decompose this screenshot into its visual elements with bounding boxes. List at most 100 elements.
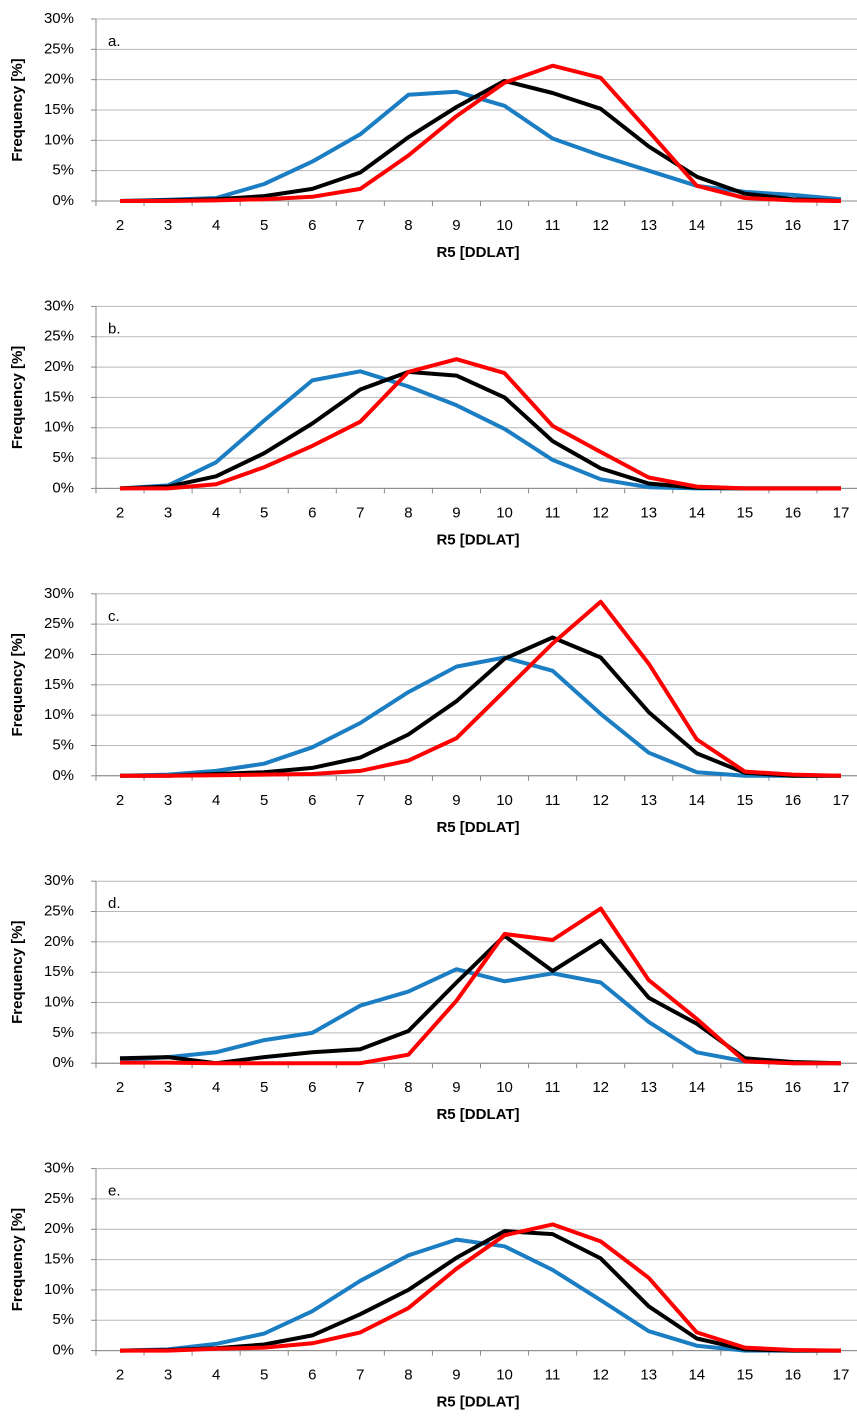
x-tick-label: 14 (688, 792, 705, 809)
x-tick-label: 3 (164, 1079, 172, 1096)
x-tick-label: 8 (404, 217, 412, 234)
panel-label: d. (108, 895, 121, 912)
x-tick-label: 11 (545, 504, 561, 521)
x-tick-label: 16 (785, 217, 802, 234)
y-axis-title: Frequency [%] (9, 1208, 26, 1311)
x-tick-label: 14 (688, 1367, 705, 1384)
y-tick-label: 30% (44, 297, 74, 314)
x-tick-label: 10 (496, 504, 513, 521)
x-tick-label: 8 (404, 1367, 412, 1384)
y-tick-label: 15% (44, 388, 74, 405)
x-tick-label: 17 (833, 1367, 850, 1384)
series-line (119, 89, 842, 203)
x-tick-label: 16 (785, 792, 802, 809)
x-tick-label: 9 (452, 792, 460, 809)
y-tick-label: 5% (52, 736, 74, 753)
y-tick-label: 30% (44, 872, 74, 889)
panel-label: c. (108, 608, 120, 625)
series-line (120, 63, 842, 203)
y-axis-title: Frequency [%] (9, 346, 26, 449)
x-tick-label: 2 (116, 504, 124, 521)
x-tick-label: 2 (116, 217, 124, 234)
y-tick-label: 20% (44, 358, 74, 375)
series-line (119, 369, 841, 491)
x-tick-label: 14 (688, 504, 705, 521)
y-axis-title: Frequency [%] (9, 58, 26, 161)
x-tick-label: 10 (496, 217, 513, 234)
y-axis-title: Frequency [%] (9, 633, 26, 736)
panel-label: b. (108, 320, 121, 337)
x-tick-label: 8 (404, 504, 412, 521)
x-tick-label: 11 (545, 792, 561, 809)
x-tick-label: 7 (356, 1079, 364, 1096)
y-tick-label: 20% (44, 645, 74, 662)
x-tick-label: 6 (308, 504, 316, 521)
x-tick-label: 15 (737, 1079, 754, 1096)
x-tick-label: 2 (116, 792, 124, 809)
x-tick-label: 13 (640, 504, 657, 521)
x-tick-label: 9 (452, 504, 460, 521)
x-tick-label: 5 (260, 217, 268, 234)
x-axis-title: R5 [DDLAT] (436, 531, 519, 548)
series-line (119, 78, 842, 203)
x-tick-label: 6 (308, 1079, 316, 1096)
x-tick-label: 15 (737, 504, 754, 521)
series-line (120, 906, 841, 1066)
x-axis-title: R5 [DDLAT] (436, 1394, 519, 1411)
x-tick-label: 11 (545, 217, 561, 234)
y-tick-label: 25% (44, 615, 74, 632)
y-tick-label: 20% (44, 71, 74, 88)
y-tick-label: 5% (52, 449, 74, 466)
x-tick-label: 4 (212, 217, 220, 234)
x-tick-label: 10 (496, 792, 513, 809)
y-tick-label: 0% (52, 192, 74, 209)
x-tick-label: 4 (212, 1367, 220, 1384)
x-tick-label: 5 (260, 1367, 268, 1384)
y-tick-label: 20% (44, 933, 74, 950)
y-axis-title: Frequency [%] (9, 921, 26, 1024)
y-tick-label: 5% (52, 1311, 74, 1328)
x-tick-label: 12 (592, 217, 609, 234)
y-tick-label: 25% (44, 1190, 74, 1207)
x-tick-label: 17 (833, 504, 850, 521)
series-line (120, 1222, 842, 1353)
x-tick-label: 9 (452, 1367, 460, 1384)
series-line (119, 655, 841, 778)
x-axis-title: R5 [DDLAT] (436, 1106, 519, 1123)
x-tick-label: 6 (308, 217, 316, 234)
x-tick-label: 16 (785, 504, 802, 521)
x-tick-label: 17 (833, 1079, 850, 1096)
x-tick-label: 3 (164, 504, 172, 521)
x-tick-label: 13 (640, 1367, 657, 1384)
x-tick-label: 6 (308, 1367, 316, 1384)
x-tick-label: 8 (404, 1079, 412, 1096)
series-line (120, 635, 841, 778)
x-tick-label: 13 (640, 217, 657, 234)
x-tick-label: 7 (356, 792, 364, 809)
x-tick-label: 5 (260, 504, 268, 521)
y-tick-label: 20% (44, 1220, 74, 1237)
series-line (120, 599, 842, 778)
x-axis-title: R5 [DDLAT] (436, 819, 519, 836)
y-tick-label: 25% (44, 328, 74, 345)
y-tick-label: 30% (44, 1160, 74, 1177)
x-tick-label: 12 (592, 1367, 609, 1384)
panel-label: a. (108, 33, 121, 50)
x-tick-label: 16 (785, 1367, 802, 1384)
series-line (119, 967, 841, 1066)
x-tick-label: 12 (592, 792, 609, 809)
x-tick-label: 9 (452, 1079, 460, 1096)
x-tick-label: 4 (212, 1079, 220, 1096)
x-tick-label: 6 (308, 792, 316, 809)
x-tick-label: 5 (260, 1079, 268, 1096)
y-tick-label: 0% (52, 767, 74, 784)
y-tick-label: 25% (44, 903, 74, 920)
x-tick-label: 7 (356, 504, 364, 521)
series-line (119, 933, 842, 1066)
x-tick-label: 10 (496, 1367, 513, 1384)
x-tick-label: 7 (356, 217, 364, 234)
panel-label: e. (108, 1183, 121, 1200)
y-tick-label: 5% (52, 162, 74, 179)
y-tick-label: 25% (44, 40, 74, 57)
x-tick-label: 12 (592, 1079, 609, 1096)
